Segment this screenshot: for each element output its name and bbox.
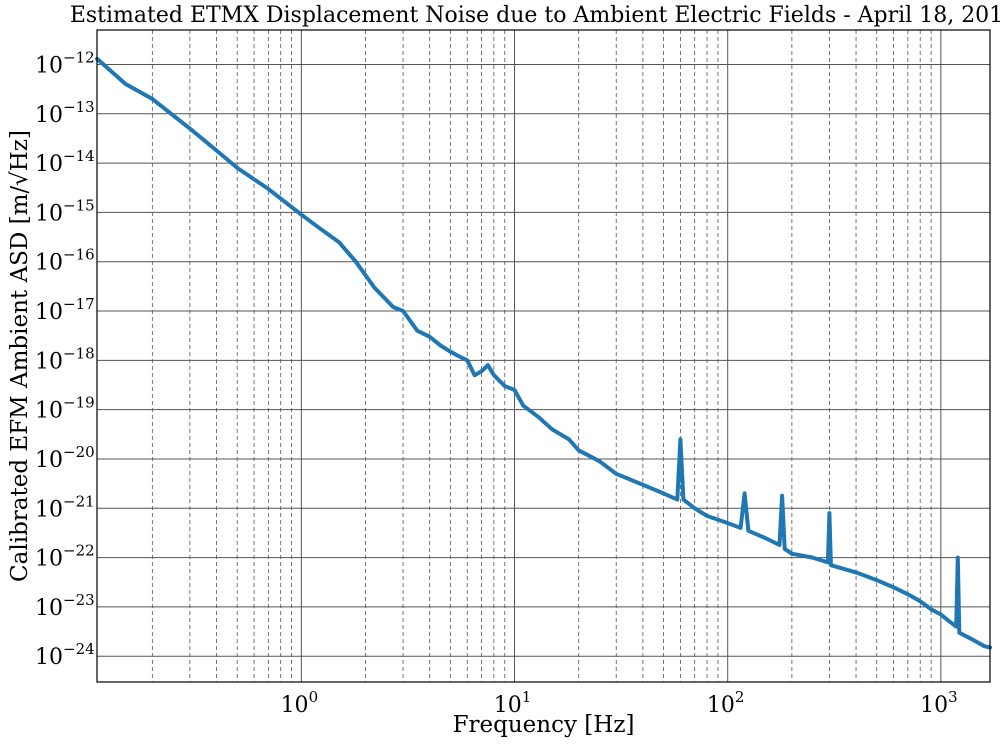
y-tick-label: 10−19 (35, 394, 95, 424)
tick-layer: 100 101 102 103 10−12 10−13 10−14 10−15 10−16 10−… (35, 48, 958, 718)
y-tick-label: 10−21 (35, 492, 95, 522)
x-tick-label: 100 (281, 688, 319, 718)
series-layer (95, 56, 992, 650)
y-tick-label: 10−18 (35, 344, 95, 374)
x-tick-label: 103 (920, 688, 958, 718)
plot-frame (96, 29, 991, 683)
grid-layer (97, 30, 990, 682)
y-tick-label: 10−23 (35, 591, 95, 621)
y-tick-label: 10−17 (35, 295, 95, 325)
y-tick-label: 10−14 (35, 147, 95, 177)
y-axis-title: Calibrated EFM Ambient ASD [m/√Hz] (7, 130, 33, 582)
series-line (95, 56, 992, 650)
y-tick-label: 10−16 (35, 246, 95, 276)
x-tick-label: 102 (707, 688, 745, 718)
x-tick-label: 101 (494, 688, 532, 718)
y-tick-label: 10−13 (35, 98, 95, 128)
y-tick-label: 10−12 (35, 48, 95, 78)
y-tick-label: 10−15 (35, 196, 95, 226)
y-tick-label: 10−20 (35, 443, 95, 473)
x-axis-title: Frequency [Hz] (453, 712, 635, 738)
y-tick-label: 10−24 (35, 640, 95, 670)
y-tick-label: 10−22 (35, 542, 95, 572)
chart-title: Estimated ETMX Displacement Noise due to… (70, 3, 1000, 28)
